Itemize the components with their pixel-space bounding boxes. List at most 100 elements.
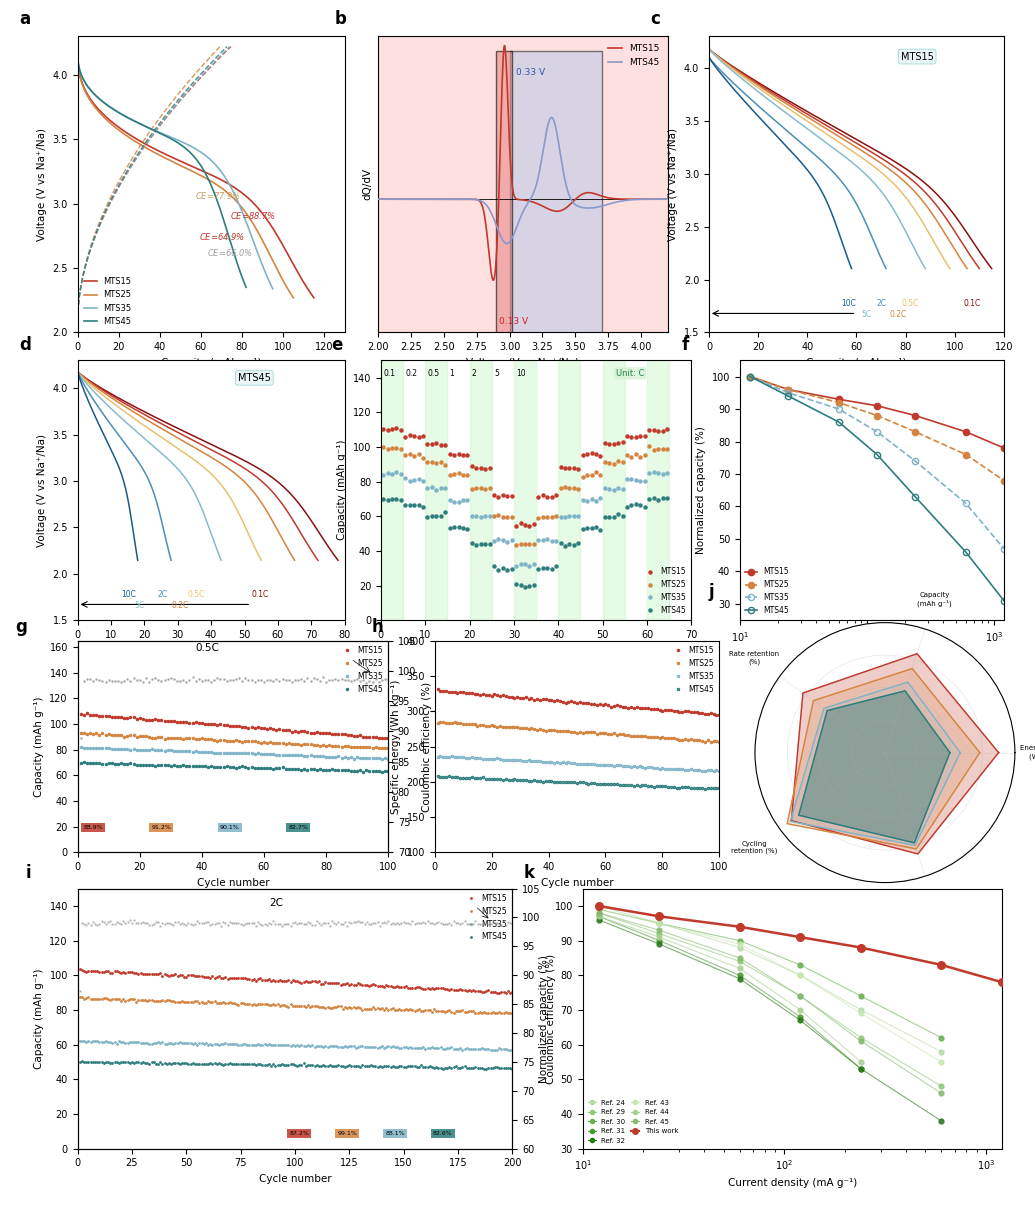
MTS15 [543,202,556,216]
X-axis label: Current density (mA g⁻¹): Current density (mA g⁻¹) [807,649,937,659]
Text: 0.1C: 0.1C [252,590,268,598]
MTS45 [744,369,757,383]
Line: MTS15: MTS15 [747,374,1007,451]
MTS45 [377,491,389,505]
MTS15 [188,968,201,983]
MTS25 [73,989,86,1003]
MTS45 [137,757,149,771]
MTS35 [377,468,389,482]
MTS25 [693,733,706,747]
MTS15 [469,983,481,997]
MTS35 [713,764,726,779]
Polygon shape [799,690,950,843]
Legend: MTS15, MTS25, MTS35, MTS45: MTS15, MTS25, MTS35, MTS45 [673,644,715,695]
Y-axis label: Capacity (mAh g⁻¹): Capacity (mAh g⁻¹) [34,696,43,797]
MTS35 [435,748,447,763]
X-axis label: Cycle number: Cycle number [197,878,269,887]
MTS45 [101,1055,114,1070]
MTS25 [233,734,245,748]
MTS35 [469,1041,481,1055]
MTS45 [998,594,1010,608]
MTS45 [443,521,455,536]
Line: MTS15: MTS15 [80,712,389,739]
Legend: MTS15, MTS25, MTS35, MTS45: MTS15, MTS25, MTS35, MTS45 [466,892,508,943]
MTS45 [497,773,509,787]
Bar [647,360,670,620]
Line: MTS35: MTS35 [382,470,669,567]
Y-axis label: Voltage (V vs Na⁺/Na): Voltage (V vs Na⁺/Na) [37,128,47,241]
MTS25 [832,395,845,410]
MTS35 [382,752,394,767]
MTS15 [506,985,519,1000]
MTS35 [73,1034,86,1048]
Legend: MTS15, MTS25, MTS35, MTS45: MTS15, MTS25, MTS35, MTS45 [744,566,790,617]
MTS15 [591,187,603,202]
MTS35 [648,464,660,479]
MTS45 [446,192,459,207]
MTS35 [146,742,158,757]
MTS45 [236,759,248,774]
Y-axis label: dQ/dV: dQ/dV [362,168,373,201]
MTS15 [504,144,516,158]
MTS35 [443,492,455,507]
Line: MTS15: MTS15 [437,688,720,716]
Y-axis label: Coulombic efficiency (%): Coulombic efficiency (%) [422,682,432,811]
MTS35 [484,1042,497,1057]
Text: 2C: 2C [157,590,168,598]
MTS15 [376,730,388,745]
MTS35 [660,465,673,480]
MTS35 [959,496,972,510]
MTS25 [660,442,673,457]
MTS15 [149,712,161,727]
MTS25 [959,447,972,462]
MTS35 [154,1036,167,1051]
Text: 5C: 5C [135,601,145,611]
Text: 2: 2 [472,369,476,378]
Line: This work: This work [595,902,1006,987]
MTS45 [497,560,509,574]
Text: 1: 1 [449,369,454,378]
MTS45 [699,782,711,797]
MTS15 [423,192,436,207]
MTS45 [713,781,726,796]
MTS25 [154,994,167,1008]
Y-axis label: Specific energy (Wh kg⁻¹): Specific energy (Wh kg⁻¹) [391,679,401,814]
Text: 5C: 5C [861,310,871,319]
Text: 0.5C: 0.5C [196,643,219,653]
MTS25 [713,734,726,748]
MTS45 [503,235,515,249]
Y-axis label: Voltage (V vs Na⁺/Na): Voltage (V vs Na⁺/Na) [37,434,47,546]
Legend: MTS15, MTS25, MTS35, MTS45: MTS15, MTS25, MTS35, MTS45 [82,274,135,329]
MTS25 [91,993,104,1007]
MTS15 [498,39,510,53]
Text: h: h [373,618,384,636]
MTS45 [545,110,558,125]
MTS45 [486,1062,499,1076]
MTS15 [909,409,921,423]
X-axis label: Capacity (mAh g⁻¹): Capacity (mAh g⁻¹) [160,358,262,368]
MTS25 [432,716,444,730]
X-axis label: Current density (mA g⁻¹): Current density (mA g⁻¹) [728,1178,857,1187]
MTS35 [258,747,270,762]
Text: 0.1: 0.1 [383,369,395,378]
MTS45 [652,492,664,507]
MTS15 [236,721,248,735]
Text: 0.5C: 0.5C [901,299,919,308]
MTS45 [591,199,603,214]
This work [653,909,666,924]
Polygon shape [788,669,980,849]
MTS25 [435,715,447,729]
MTS25 [744,369,757,383]
Line: MTS15: MTS15 [79,968,513,994]
MTS25 [580,725,592,740]
Line: MTS45: MTS45 [378,117,668,243]
X-axis label: Capacity (mAh g⁻¹): Capacity (mAh g⁻¹) [160,646,262,655]
Text: 5: 5 [494,369,499,378]
Text: b: b [334,11,346,29]
Line: MTS45: MTS45 [382,496,669,589]
X-axis label: Cycle number: Cycle number [259,1174,331,1184]
Text: $CE$=88.7%: $CE$=88.7% [230,210,275,221]
MTS15 [432,682,444,696]
MTS25 [909,424,921,439]
Y-axis label: Normalized capacity (%): Normalized capacity (%) [539,955,549,1082]
